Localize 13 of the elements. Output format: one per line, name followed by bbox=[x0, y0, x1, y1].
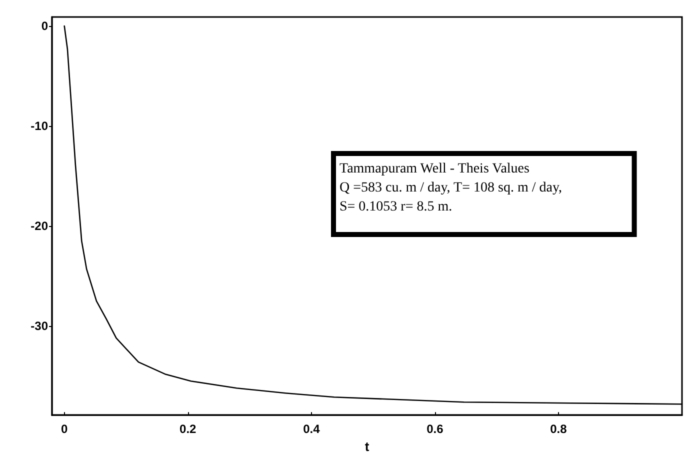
y-tick-label: 0 bbox=[41, 19, 48, 33]
x-tick-label: 0.4 bbox=[303, 422, 320, 436]
x-axis-title: t bbox=[364, 439, 370, 454]
y-tick-label: -30 bbox=[30, 319, 48, 334]
x-tick-label: 0 bbox=[61, 422, 68, 436]
y-tick-label: -20 bbox=[30, 219, 48, 234]
annotation: Tammapuram Well - Theis Values bbox=[340, 162, 530, 176]
x-tick-label: 0.8 bbox=[550, 422, 568, 436]
x-tick-label: 0.6 bbox=[426, 422, 444, 436]
annotation: S= 0.1053 r= 8.5 m. bbox=[340, 200, 452, 214]
x-tick-label: 0.2 bbox=[180, 422, 197, 436]
y-tick-label: -10 bbox=[30, 119, 48, 134]
annotation: Q =583 cu. m / day, T= 108 sq. m / day, bbox=[340, 180, 562, 196]
